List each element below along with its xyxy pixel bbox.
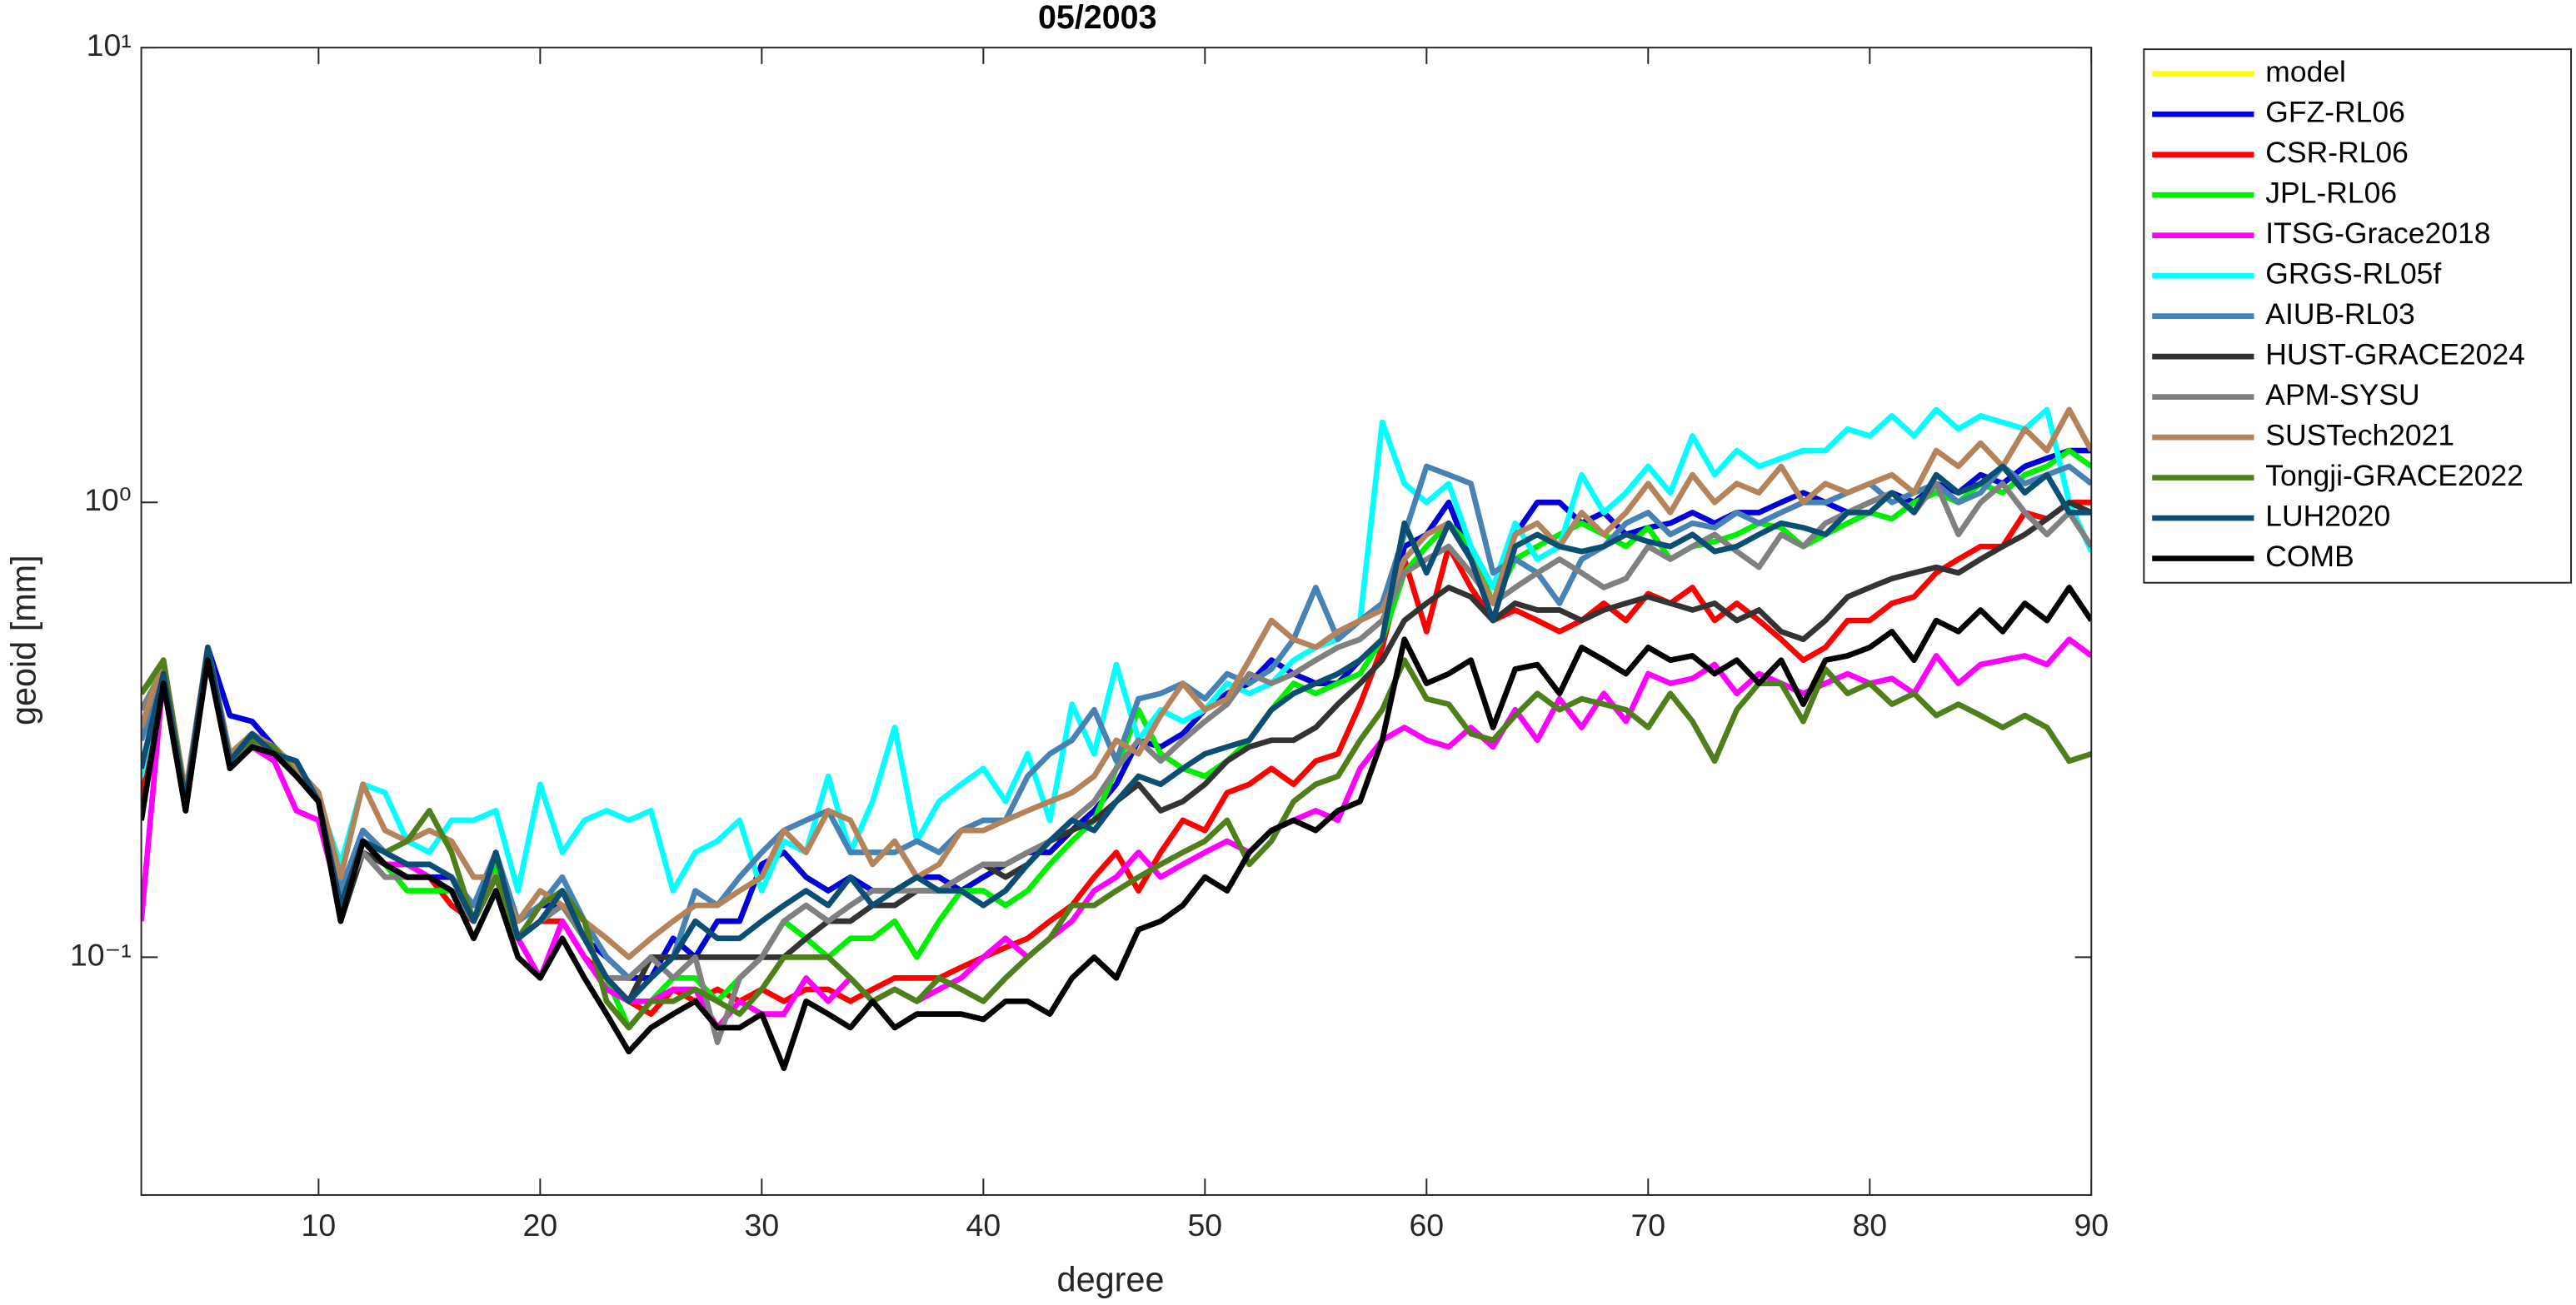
y-tick-label: 10¹ <box>87 27 132 62</box>
series-line <box>141 648 2092 1031</box>
x-axis-label: degree <box>1057 1260 1165 1298</box>
series-line <box>141 585 2092 1072</box>
chart-title: 05/2003 <box>1038 0 1157 36</box>
legend-label: COMB <box>2265 540 2354 573</box>
legend-label: APM-SYSU <box>2265 378 2419 411</box>
plot <box>141 47 2092 1195</box>
legend-label: model <box>2265 55 2346 88</box>
x-tick-label: 70 <box>1630 1208 1665 1243</box>
legend-label: ITSG-Grace2018 <box>2265 217 2490 250</box>
legend-label: CSR-RL06 <box>2265 136 2409 169</box>
legend-label: SUSTech2021 <box>2265 418 2454 451</box>
x-tick-label: 90 <box>2074 1208 2109 1243</box>
legend-label: GFZ-RL06 <box>2265 96 2405 129</box>
legend-label: Tongji-GRACE2022 <box>2265 459 2524 492</box>
legend-label: JPL-RL06 <box>2265 177 2397 210</box>
legend: model GFZ-RL06 CSR-RL06 JPL-RL06 ITSG-Grace2… <box>2152 55 2525 573</box>
x-tick-label: 10 <box>302 1208 337 1243</box>
x-tick-label: 60 <box>1409 1208 1444 1243</box>
plot-area <box>141 47 2092 1195</box>
series-line <box>141 463 2092 1004</box>
y-axis-label: geoid [mm] <box>4 555 42 725</box>
legend-label: HUST-GRACE2024 <box>2265 337 2525 371</box>
x-tick-label: 80 <box>1852 1208 1887 1243</box>
series-line <box>141 406 2092 894</box>
x-tick-label: 40 <box>966 1208 1001 1243</box>
y-tick-label: 10⁻¹ <box>70 937 132 972</box>
y-tick-label: 10⁰ <box>84 482 132 517</box>
x-tick-label: 50 <box>1187 1208 1222 1243</box>
x-tick-label: 30 <box>745 1208 780 1243</box>
legend-label: LUH2020 <box>2265 499 2390 532</box>
axes-box <box>140 47 2093 1196</box>
series-line <box>141 406 2092 960</box>
legend-label: AIUB-RL03 <box>2265 297 2414 331</box>
legend-label: GRGS-RL05f <box>2265 257 2441 291</box>
x-tick-label: 20 <box>523 1208 558 1243</box>
